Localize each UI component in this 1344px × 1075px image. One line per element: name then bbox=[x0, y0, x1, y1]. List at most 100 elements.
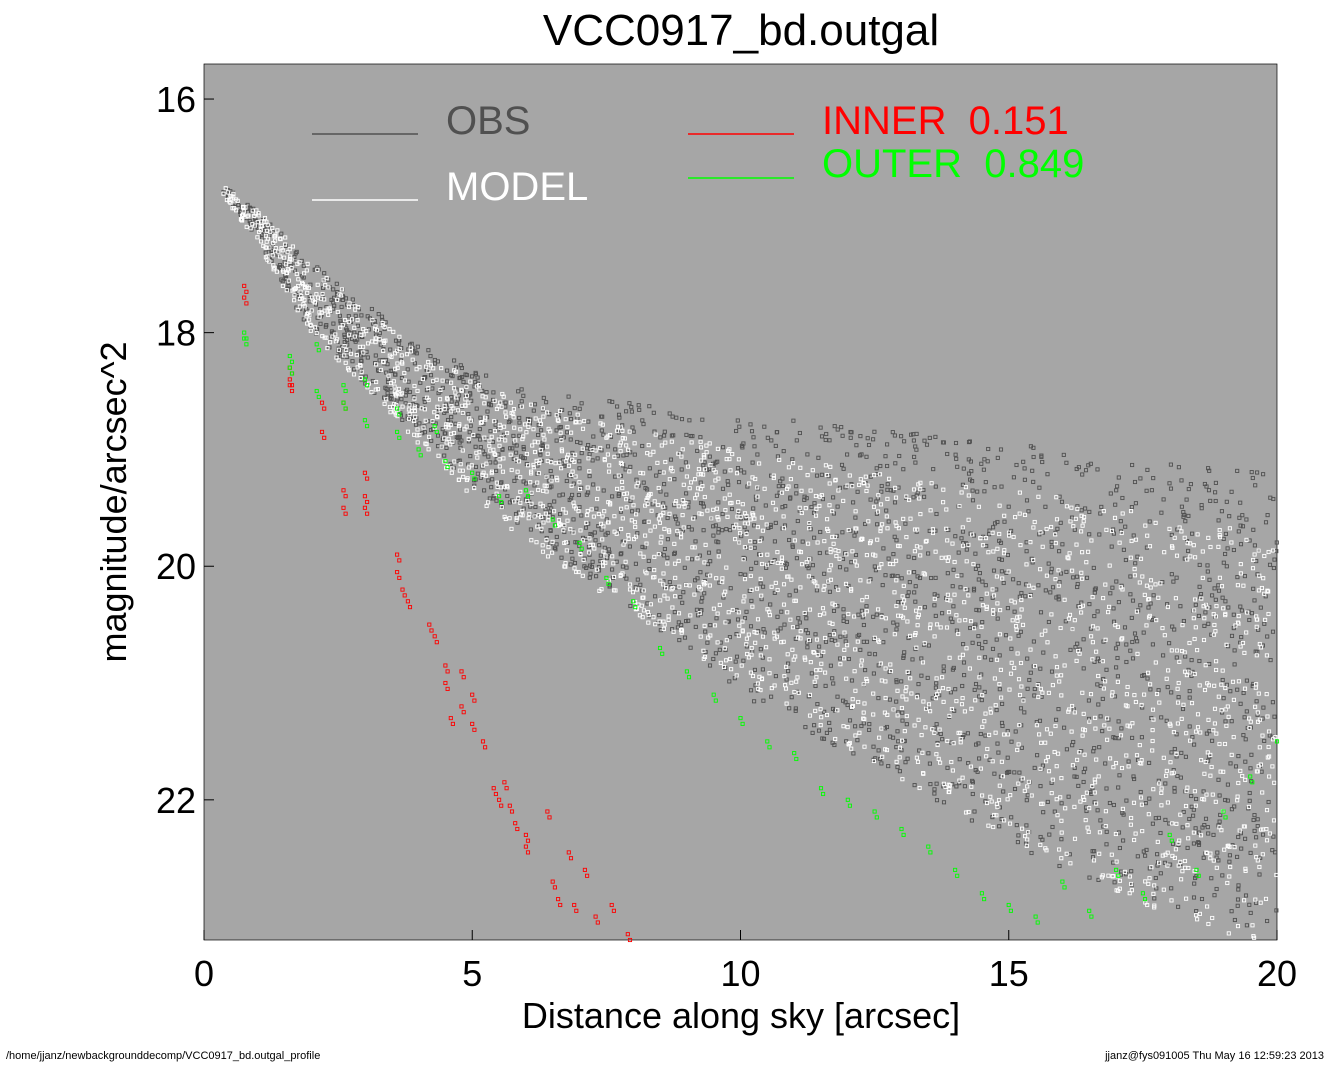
obs-point bbox=[997, 687, 1002, 692]
model-point bbox=[676, 451, 681, 456]
model-point bbox=[1079, 529, 1084, 534]
legend-outer-label: OUTER 0.849 bbox=[822, 142, 1084, 186]
obs-point bbox=[1115, 655, 1120, 661]
model-point bbox=[1235, 583, 1240, 588]
model-point bbox=[448, 422, 453, 428]
model-point bbox=[1180, 623, 1185, 628]
obs-point bbox=[1140, 705, 1145, 710]
model-point bbox=[770, 559, 775, 565]
model-point bbox=[652, 524, 657, 529]
model-point bbox=[1229, 752, 1234, 757]
obs-point bbox=[726, 482, 731, 487]
model-point bbox=[825, 517, 830, 522]
obs-point bbox=[606, 547, 611, 552]
obs-point bbox=[635, 508, 640, 513]
obs-point bbox=[961, 466, 966, 471]
model-point bbox=[1264, 692, 1269, 697]
model-point bbox=[679, 454, 684, 459]
model-point bbox=[1159, 786, 1164, 791]
obs-point bbox=[962, 784, 967, 789]
obs-point bbox=[734, 607, 739, 613]
model-point bbox=[964, 559, 969, 564]
model-point bbox=[1039, 740, 1044, 745]
obs-point bbox=[588, 531, 593, 537]
model-point bbox=[1202, 797, 1207, 802]
model-point bbox=[1008, 793, 1013, 798]
obs-point bbox=[1174, 655, 1179, 660]
obs-point bbox=[822, 709, 827, 714]
model-point bbox=[810, 468, 815, 473]
model-point bbox=[960, 775, 965, 780]
model-point bbox=[744, 642, 749, 647]
obs-point bbox=[428, 373, 434, 378]
model-point bbox=[751, 512, 756, 518]
model-point bbox=[915, 615, 920, 620]
model-point bbox=[640, 595, 645, 600]
inner-point bbox=[504, 786, 509, 791]
obs-point bbox=[687, 418, 692, 423]
obs-point bbox=[973, 566, 978, 571]
obs-point bbox=[488, 460, 493, 465]
obs-point bbox=[1223, 531, 1228, 536]
obs-point bbox=[1049, 544, 1054, 549]
model-point bbox=[413, 414, 418, 419]
model-point bbox=[1222, 847, 1227, 852]
obs-point bbox=[772, 539, 777, 544]
model-point bbox=[936, 756, 941, 761]
obs-point bbox=[867, 722, 872, 727]
model-point bbox=[847, 473, 852, 478]
model-point bbox=[342, 344, 347, 349]
obs-point bbox=[1174, 732, 1179, 737]
model-point bbox=[1177, 838, 1182, 843]
inner-point bbox=[499, 803, 504, 808]
outer-point bbox=[711, 692, 716, 697]
obs-point bbox=[568, 562, 573, 567]
model-point bbox=[966, 493, 971, 498]
model-point bbox=[545, 444, 550, 449]
model-point bbox=[1144, 623, 1149, 628]
model-point bbox=[720, 576, 725, 581]
obs-point bbox=[353, 339, 358, 344]
obs-point bbox=[449, 415, 454, 420]
model-point bbox=[662, 593, 667, 598]
obs-point bbox=[1064, 747, 1069, 752]
obs-point bbox=[456, 435, 461, 440]
obs-point bbox=[359, 353, 364, 358]
model-point bbox=[540, 549, 546, 554]
model-point bbox=[526, 424, 531, 429]
model-point bbox=[864, 488, 869, 494]
obs-point bbox=[945, 765, 950, 770]
obs-point bbox=[1111, 802, 1116, 808]
obs-point bbox=[977, 571, 982, 576]
model-point bbox=[1017, 490, 1022, 495]
obs-point bbox=[1025, 656, 1030, 661]
model-point bbox=[1110, 874, 1115, 879]
model-point bbox=[466, 400, 471, 405]
outer-point bbox=[926, 844, 931, 849]
obs-point bbox=[1005, 552, 1010, 558]
obs-point bbox=[950, 584, 955, 589]
model-point bbox=[1176, 841, 1181, 846]
obs-point bbox=[1046, 619, 1051, 625]
obs-point bbox=[442, 453, 447, 458]
model-point bbox=[634, 587, 640, 592]
model-point bbox=[746, 655, 751, 660]
inner-point bbox=[402, 593, 407, 598]
obs-point bbox=[1236, 883, 1241, 888]
model-point bbox=[656, 552, 661, 557]
model-point bbox=[346, 304, 352, 310]
model-point bbox=[690, 545, 695, 550]
obs-point bbox=[919, 673, 924, 678]
obs-point bbox=[1043, 588, 1048, 593]
obs-point bbox=[919, 656, 924, 661]
model-point bbox=[1114, 859, 1119, 864]
model-point bbox=[1161, 755, 1166, 760]
model-point bbox=[693, 496, 698, 501]
model-point bbox=[984, 591, 989, 596]
model-point bbox=[1036, 694, 1041, 700]
obs-point bbox=[1198, 592, 1204, 597]
obs-point bbox=[1063, 619, 1068, 624]
obs-point bbox=[350, 359, 355, 364]
obs-point bbox=[780, 505, 785, 510]
model-point bbox=[388, 410, 393, 415]
